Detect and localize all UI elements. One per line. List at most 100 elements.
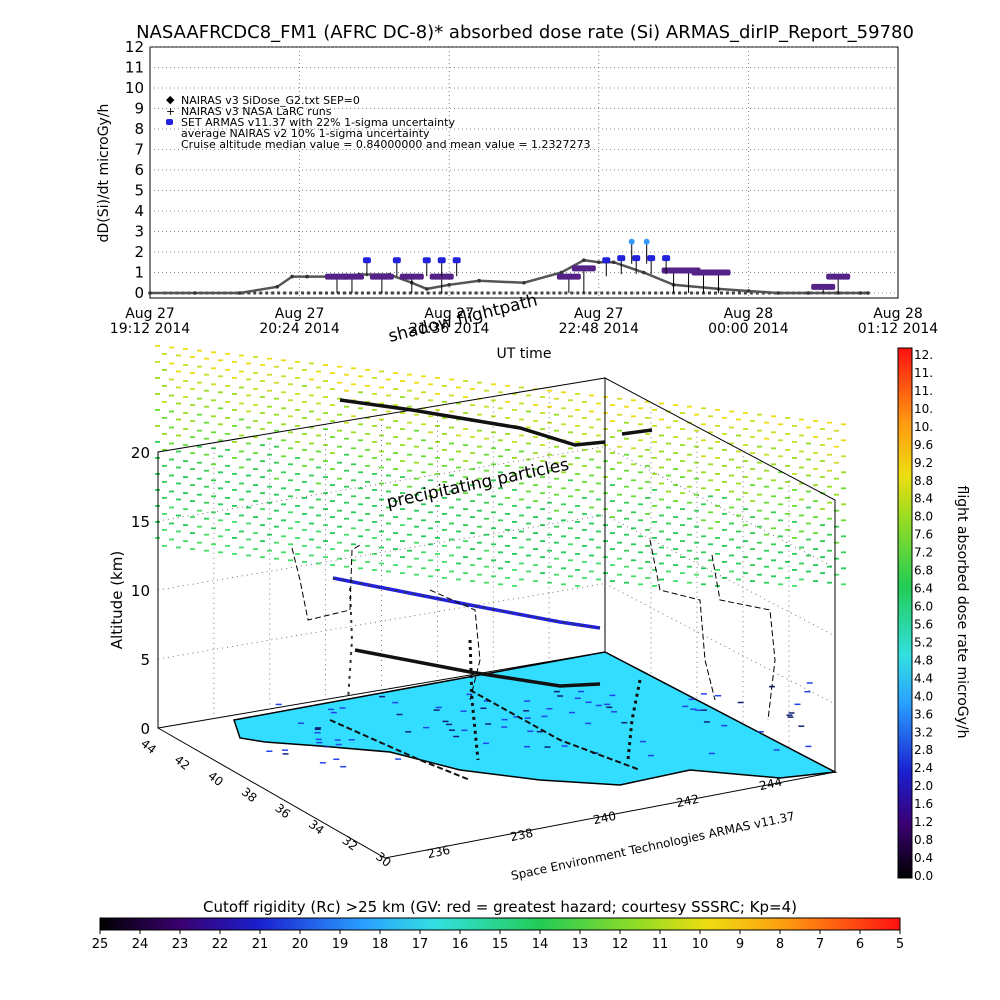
- particle-mark: [288, 415, 293, 418]
- altitude-axis-label: Altitude (km): [108, 551, 126, 649]
- particle-mark: [673, 436, 678, 438]
- latitude-tick-label: 38: [239, 785, 260, 805]
- particle-mark: [330, 484, 335, 486]
- particle-mark: [414, 493, 419, 496]
- particle-mark: [722, 545, 727, 547]
- particle-mark: [498, 535, 503, 538]
- particle-mark: [631, 463, 636, 466]
- top-y-tick-label: 8: [134, 120, 144, 138]
- bottom-colorbar-tick-label: 14: [532, 937, 549, 952]
- ground-contour-mark: [315, 738, 322, 741]
- particle-mark: [547, 517, 552, 520]
- particle-mark: [554, 429, 559, 432]
- particle-mark: [407, 485, 412, 488]
- particle-mark: [792, 585, 797, 587]
- ground-contour-mark: [319, 762, 326, 764]
- particle-mark: [393, 516, 398, 518]
- particle-mark: [372, 441, 377, 443]
- particle-mark: [568, 559, 573, 562]
- particle-mark: [274, 413, 279, 416]
- particle-mark: [645, 449, 650, 451]
- particle-mark: [281, 439, 286, 442]
- particle-mark: [484, 565, 489, 568]
- particle-mark: [736, 434, 741, 437]
- particle-mark: [505, 433, 510, 435]
- ground-contour-mark: [557, 695, 564, 697]
- top-legend: ◆ NAIRAS v3 SiDose_G2.txt SEP=0 + NAIRAS…: [166, 93, 591, 151]
- ground-contour-mark: [275, 703, 282, 706]
- particle-mark: [666, 458, 671, 461]
- particle-mark: [400, 508, 405, 510]
- wall-grid-line: [604, 446, 836, 569]
- particle-mark: [827, 533, 832, 536]
- particle-mark: [470, 468, 475, 470]
- particle-mark: [715, 537, 720, 539]
- particle-mark: [652, 521, 657, 523]
- particle-mark: [183, 412, 188, 414]
- ground-contour-mark: [544, 746, 551, 748]
- particle-mark: [442, 561, 447, 563]
- particle-mark: [162, 417, 167, 419]
- particle-mark: [813, 436, 818, 438]
- particle-mark: [253, 452, 258, 454]
- particle-mark: [309, 506, 314, 509]
- bottom-colorbar-tick-label: 20: [292, 937, 309, 952]
- particle-mark: [750, 580, 755, 582]
- particle-mark: [778, 519, 783, 522]
- particle-mark: [372, 409, 377, 411]
- particle-mark: [155, 345, 160, 347]
- armas-cruise-point: [826, 273, 851, 280]
- particle-mark: [701, 439, 706, 442]
- ground-contour-mark: [682, 705, 689, 708]
- particle-mark: [246, 426, 251, 429]
- particle-mark: [554, 525, 559, 528]
- particle-mark: [477, 573, 482, 576]
- particle-mark: [764, 485, 769, 488]
- particle-mark: [638, 455, 643, 458]
- flightpath-ground-shadow-1: [329, 719, 471, 781]
- particle-mark: [659, 562, 664, 565]
- particle-mark: [568, 447, 573, 450]
- bottom-colorbar-tick-label: 16: [452, 937, 469, 952]
- ground-contour-mark: [578, 690, 585, 693]
- particle-mark: [197, 381, 202, 384]
- particle-mark: [708, 559, 713, 562]
- particle-mark: [687, 453, 692, 456]
- particle-mark: [470, 532, 475, 534]
- particle-mark: [652, 585, 657, 587]
- particle-mark: [225, 353, 230, 355]
- particle-mark: [204, 453, 209, 456]
- particle-mark: [302, 417, 307, 419]
- particle-mark: [743, 572, 748, 574]
- particle-mark: [617, 397, 622, 400]
- particle-mark: [652, 505, 657, 507]
- particle-mark: [652, 553, 657, 555]
- ground-contour-mark: [690, 708, 697, 710]
- particle-mark: [841, 535, 846, 538]
- baseline-point: [462, 291, 466, 295]
- particle-mark: [414, 477, 419, 480]
- particle-mark: [239, 418, 244, 421]
- baseline-point: [648, 291, 652, 295]
- particle-mark: [232, 457, 237, 459]
- particle-mark: [491, 447, 496, 450]
- particle-mark: [183, 348, 188, 350]
- particle-mark: [708, 431, 713, 434]
- top-x-tick-label: Aug 27: [275, 306, 325, 322]
- particle-mark: [442, 513, 447, 515]
- particle-mark: [519, 434, 524, 437]
- particle-mark: [533, 420, 538, 422]
- particle-mark: [239, 434, 244, 437]
- bottom-colorbar-gradient: [99, 917, 901, 931]
- particle-mark: [512, 473, 517, 475]
- nairas-point: [305, 274, 309, 279]
- particle-mark: [162, 497, 167, 499]
- ground-contour-mark: [611, 711, 618, 713]
- particle-mark: [610, 580, 615, 582]
- latitude-tick-label: 40: [205, 769, 226, 789]
- particle-mark: [232, 489, 237, 491]
- ground-contour-mark: [460, 710, 467, 712]
- particle-mark: [323, 396, 328, 398]
- particle-mark: [722, 481, 727, 483]
- particle-mark: [211, 511, 216, 514]
